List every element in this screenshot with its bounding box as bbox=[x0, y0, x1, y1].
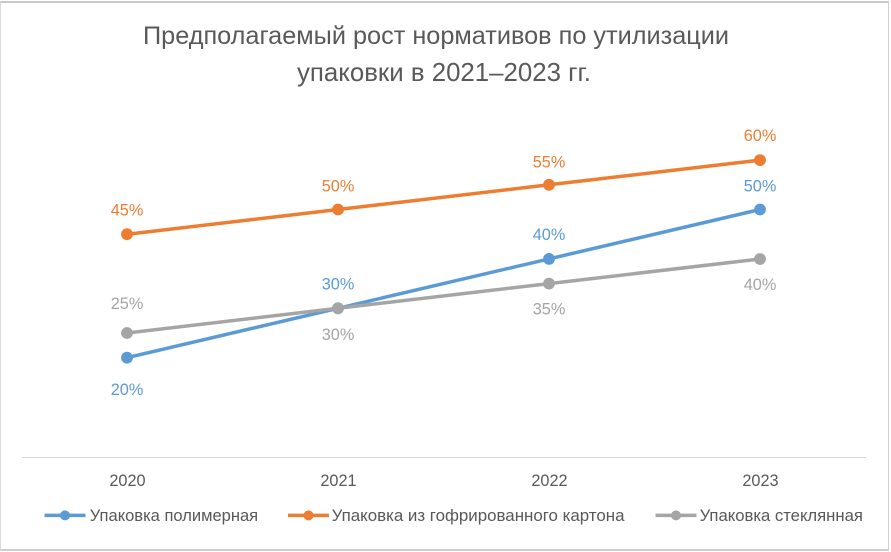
svg-text:Предполагаемый рост нормативов: Предполагаемый рост нормативов по утилиз… bbox=[143, 22, 729, 50]
svg-text:2021: 2021 bbox=[320, 472, 356, 490]
svg-text:Упаковка полимерная: Упаковка полимерная bbox=[90, 507, 258, 525]
svg-text:35%: 35% bbox=[533, 300, 566, 318]
svg-text:упаковки в 2021–2023 гг.: упаковки в 2021–2023 гг. bbox=[297, 57, 591, 87]
svg-text:25%: 25% bbox=[111, 295, 144, 313]
svg-text:2023: 2023 bbox=[742, 472, 778, 490]
svg-text:40%: 40% bbox=[744, 276, 777, 294]
svg-text:50%: 50% bbox=[744, 178, 777, 196]
svg-text:40%: 40% bbox=[533, 226, 566, 244]
svg-text:2022: 2022 bbox=[531, 472, 567, 490]
svg-text:55%: 55% bbox=[533, 153, 566, 171]
svg-text:Упаковка из гофрированного кар: Упаковка из гофрированного картона bbox=[332, 507, 626, 525]
svg-text:50%: 50% bbox=[322, 178, 355, 196]
svg-text:30%: 30% bbox=[322, 326, 355, 344]
svg-text:Упаковка стеклянная: Упаковка стеклянная bbox=[700, 507, 863, 525]
svg-text:30%: 30% bbox=[322, 276, 355, 294]
svg-text:45%: 45% bbox=[111, 201, 144, 219]
svg-text:2020: 2020 bbox=[109, 472, 145, 490]
svg-text:20%: 20% bbox=[111, 381, 144, 399]
svg-text:60%: 60% bbox=[744, 127, 777, 145]
